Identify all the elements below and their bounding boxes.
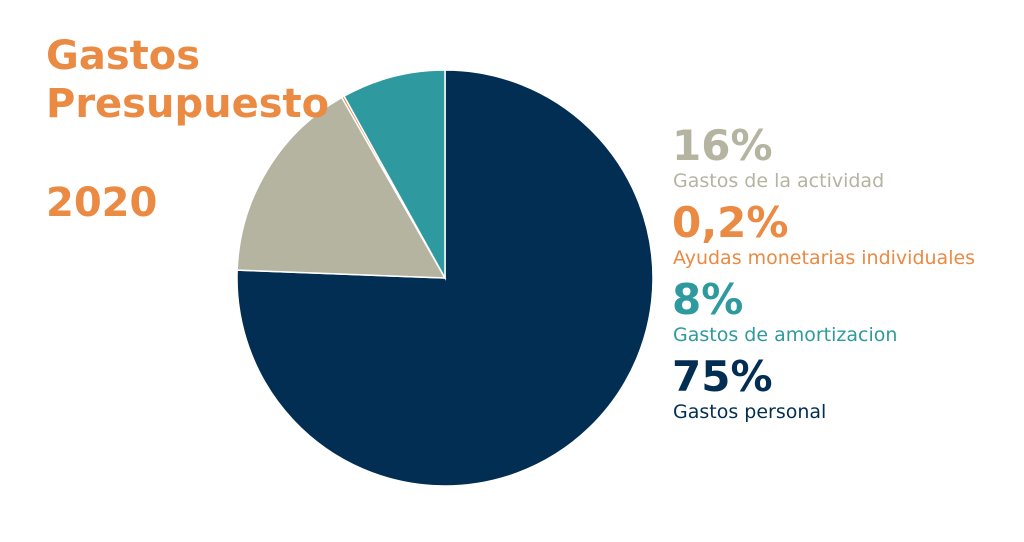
pie-slice: [236, 96, 447, 279]
chart-subtitle: 2020: [46, 180, 158, 226]
pie-slice: [236, 69, 654, 487]
value-label: 8%: [672, 275, 743, 324]
pie-slice: [343, 69, 446, 281]
legend-label: Ayudas monetarias individuales: [673, 247, 975, 269]
value-label: 75%: [672, 352, 773, 401]
legend-label: Gastos de amortizacion: [673, 324, 897, 346]
chart-title: Gastos Presupuesto: [46, 33, 330, 127]
legend-label: Gastos personal: [673, 401, 826, 423]
legend-label: Gastos de la actividad: [673, 170, 884, 192]
value-label: 16%: [672, 121, 773, 170]
value-label: 0,2%: [672, 198, 788, 247]
